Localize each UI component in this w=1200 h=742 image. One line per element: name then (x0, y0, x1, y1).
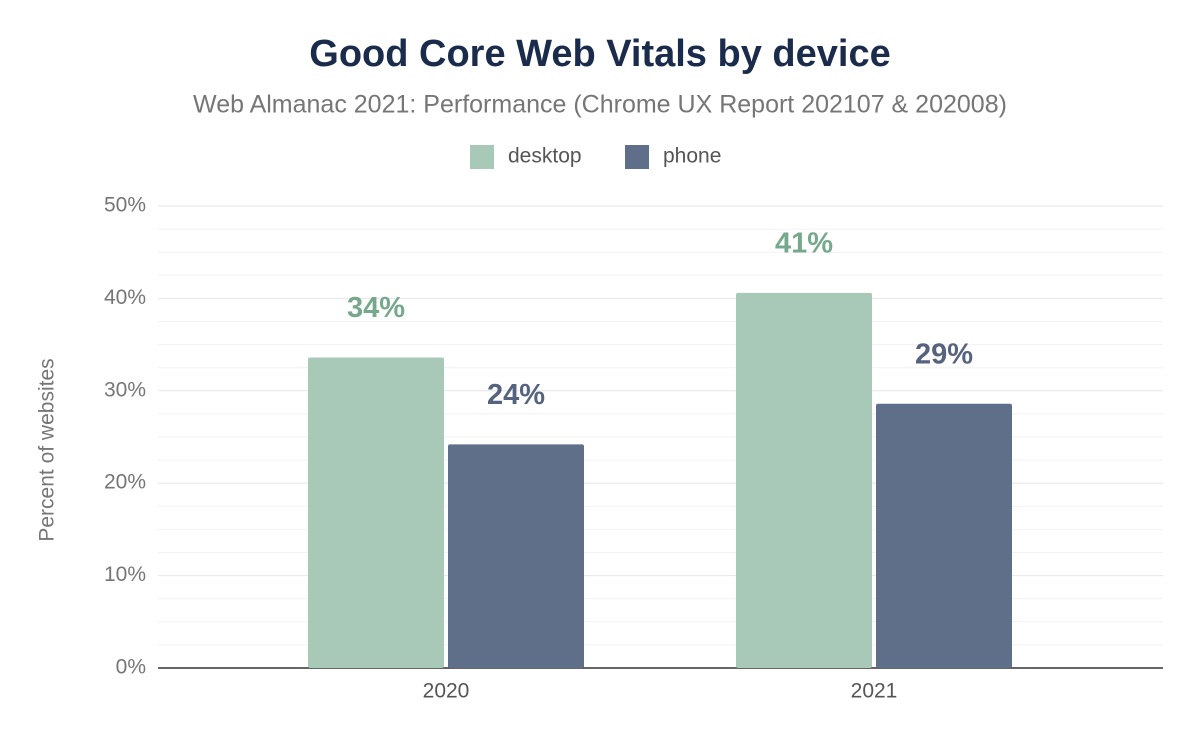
data-label: 34% (347, 292, 405, 324)
legend-label: desktop (508, 145, 582, 168)
bar (876, 403, 1012, 668)
chart-subtitle: Web Almanac 2021: Performance (Chrome UX… (193, 91, 1007, 119)
x-tick-label: 2021 (851, 680, 898, 703)
legend-label: phone (663, 145, 721, 168)
y-tick-label: 0% (116, 656, 146, 679)
y-tick-label: 50% (104, 194, 146, 217)
x-tick-label: 2020 (423, 680, 470, 703)
y-tick-label: 30% (104, 378, 146, 401)
bar (448, 444, 584, 668)
legend-swatch (625, 145, 649, 169)
chart-title: Good Core Web Vitals by device (309, 33, 890, 75)
data-label: 41% (775, 228, 833, 260)
data-label: 29% (915, 338, 973, 370)
y-tick-label: 20% (104, 471, 146, 494)
data-label: 24% (487, 379, 545, 411)
y-tick-label: 10% (104, 563, 146, 586)
bar (308, 357, 444, 668)
y-axis-title: Percent of websites (36, 358, 59, 541)
legend-swatch (470, 145, 494, 169)
y-tick-label: 40% (104, 286, 146, 309)
bar (736, 292, 872, 668)
